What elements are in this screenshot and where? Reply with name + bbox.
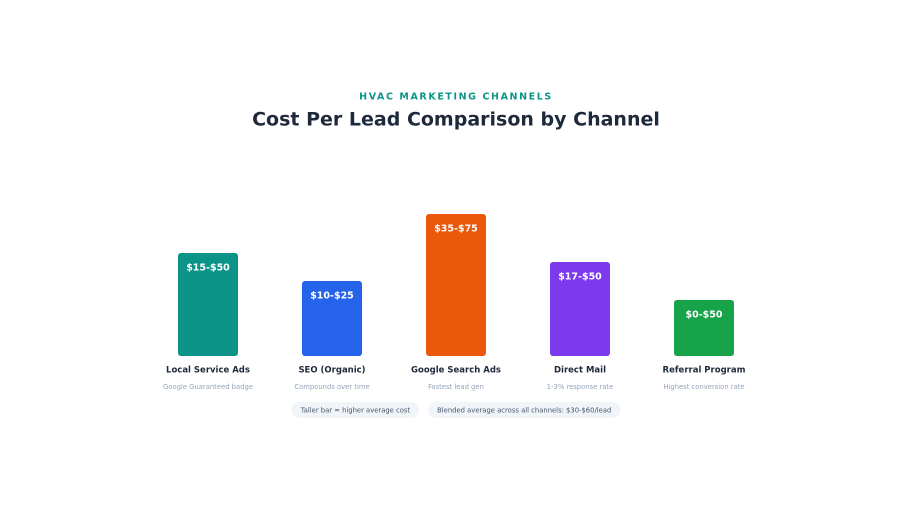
bar — [674, 300, 734, 356]
bar — [426, 214, 486, 356]
note-pill — [291, 402, 420, 418]
bar — [302, 281, 362, 356]
category-description: Highest conversion rate — [663, 383, 744, 391]
category-label: Referral Program — [663, 366, 746, 376]
category-label: Google Search Ads — [411, 366, 501, 376]
value-label: $17-$50 — [558, 272, 602, 283]
value-label: $35-$75 — [434, 224, 478, 235]
category-label: SEO (Organic) — [298, 366, 365, 376]
bar — [178, 253, 238, 356]
category-description: 1-3% response rate — [547, 383, 614, 391]
note: Taller bar = higher average cost — [300, 407, 411, 415]
value-label: $15-$50 — [186, 263, 230, 274]
chart-title: Cost Per Lead Comparison by Channel — [252, 109, 660, 131]
category-description: Fastest lead gen — [428, 383, 484, 391]
bar — [550, 262, 610, 356]
value-label: $10-$25 — [310, 291, 354, 302]
category-description: Google Guaranteed badge — [163, 383, 253, 391]
category-label: Direct Mail — [554, 366, 606, 376]
category-description: Compounds over time — [294, 383, 369, 391]
note: Blended average across all channels: $30… — [437, 407, 611, 415]
category-label: Local Service Ads — [166, 366, 250, 376]
note-pill — [428, 402, 621, 418]
value-label: $0-$50 — [686, 310, 723, 321]
chart-subtitle: HVAC MARKETING CHANNELS — [359, 92, 553, 103]
